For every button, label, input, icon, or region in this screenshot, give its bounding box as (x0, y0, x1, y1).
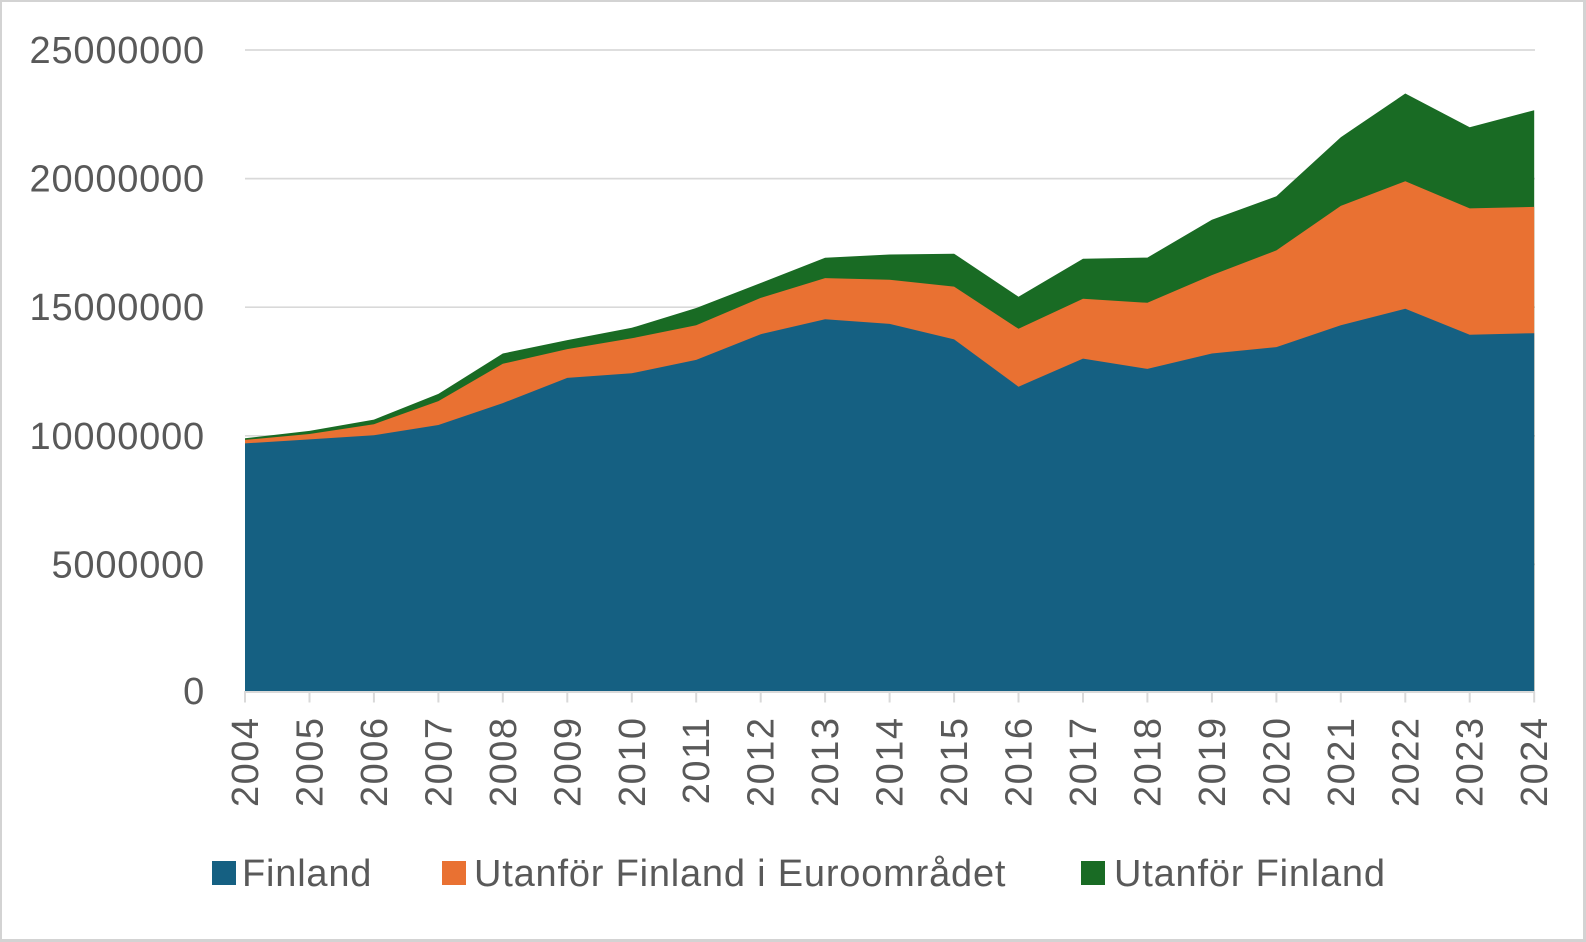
svg-text:2005: 2005 (290, 717, 332, 808)
svg-text:0: 0 (183, 671, 205, 713)
svg-text:2008: 2008 (483, 717, 525, 808)
svg-text:5000000: 5000000 (51, 544, 205, 586)
svg-text:2014: 2014 (870, 717, 912, 808)
svg-text:2024: 2024 (1514, 717, 1556, 808)
svg-text:2021: 2021 (1321, 717, 1363, 808)
svg-text:15000000: 15000000 (30, 287, 205, 329)
svg-text:2013: 2013 (805, 717, 847, 808)
svg-text:25000000: 25000000 (30, 30, 205, 72)
svg-text:2016: 2016 (999, 717, 1041, 808)
svg-text:2023: 2023 (1450, 717, 1492, 808)
svg-text:2018: 2018 (1127, 717, 1169, 808)
svg-text:20000000: 20000000 (30, 159, 205, 201)
svg-text:Utanför Finland i Euroområdet: Utanför Finland i Euroområdet (474, 853, 1006, 895)
svg-text:2019: 2019 (1192, 717, 1234, 808)
svg-text:2017: 2017 (1063, 717, 1105, 808)
svg-text:2004: 2004 (225, 717, 267, 808)
svg-text:2015: 2015 (934, 717, 976, 808)
svg-text:2009: 2009 (547, 717, 589, 808)
svg-text:2010: 2010 (612, 717, 654, 808)
svg-text:2007: 2007 (418, 717, 460, 808)
svg-text:Finland: Finland (242, 853, 372, 895)
svg-text:2006: 2006 (354, 717, 396, 808)
svg-text:10000000: 10000000 (30, 416, 205, 458)
svg-text:2022: 2022 (1385, 717, 1427, 808)
svg-text:Utanför Finland: Utanför Finland (1114, 853, 1386, 895)
svg-text:2012: 2012 (741, 717, 783, 808)
svg-text:2020: 2020 (1256, 717, 1298, 808)
svg-text:2011: 2011 (676, 717, 718, 805)
